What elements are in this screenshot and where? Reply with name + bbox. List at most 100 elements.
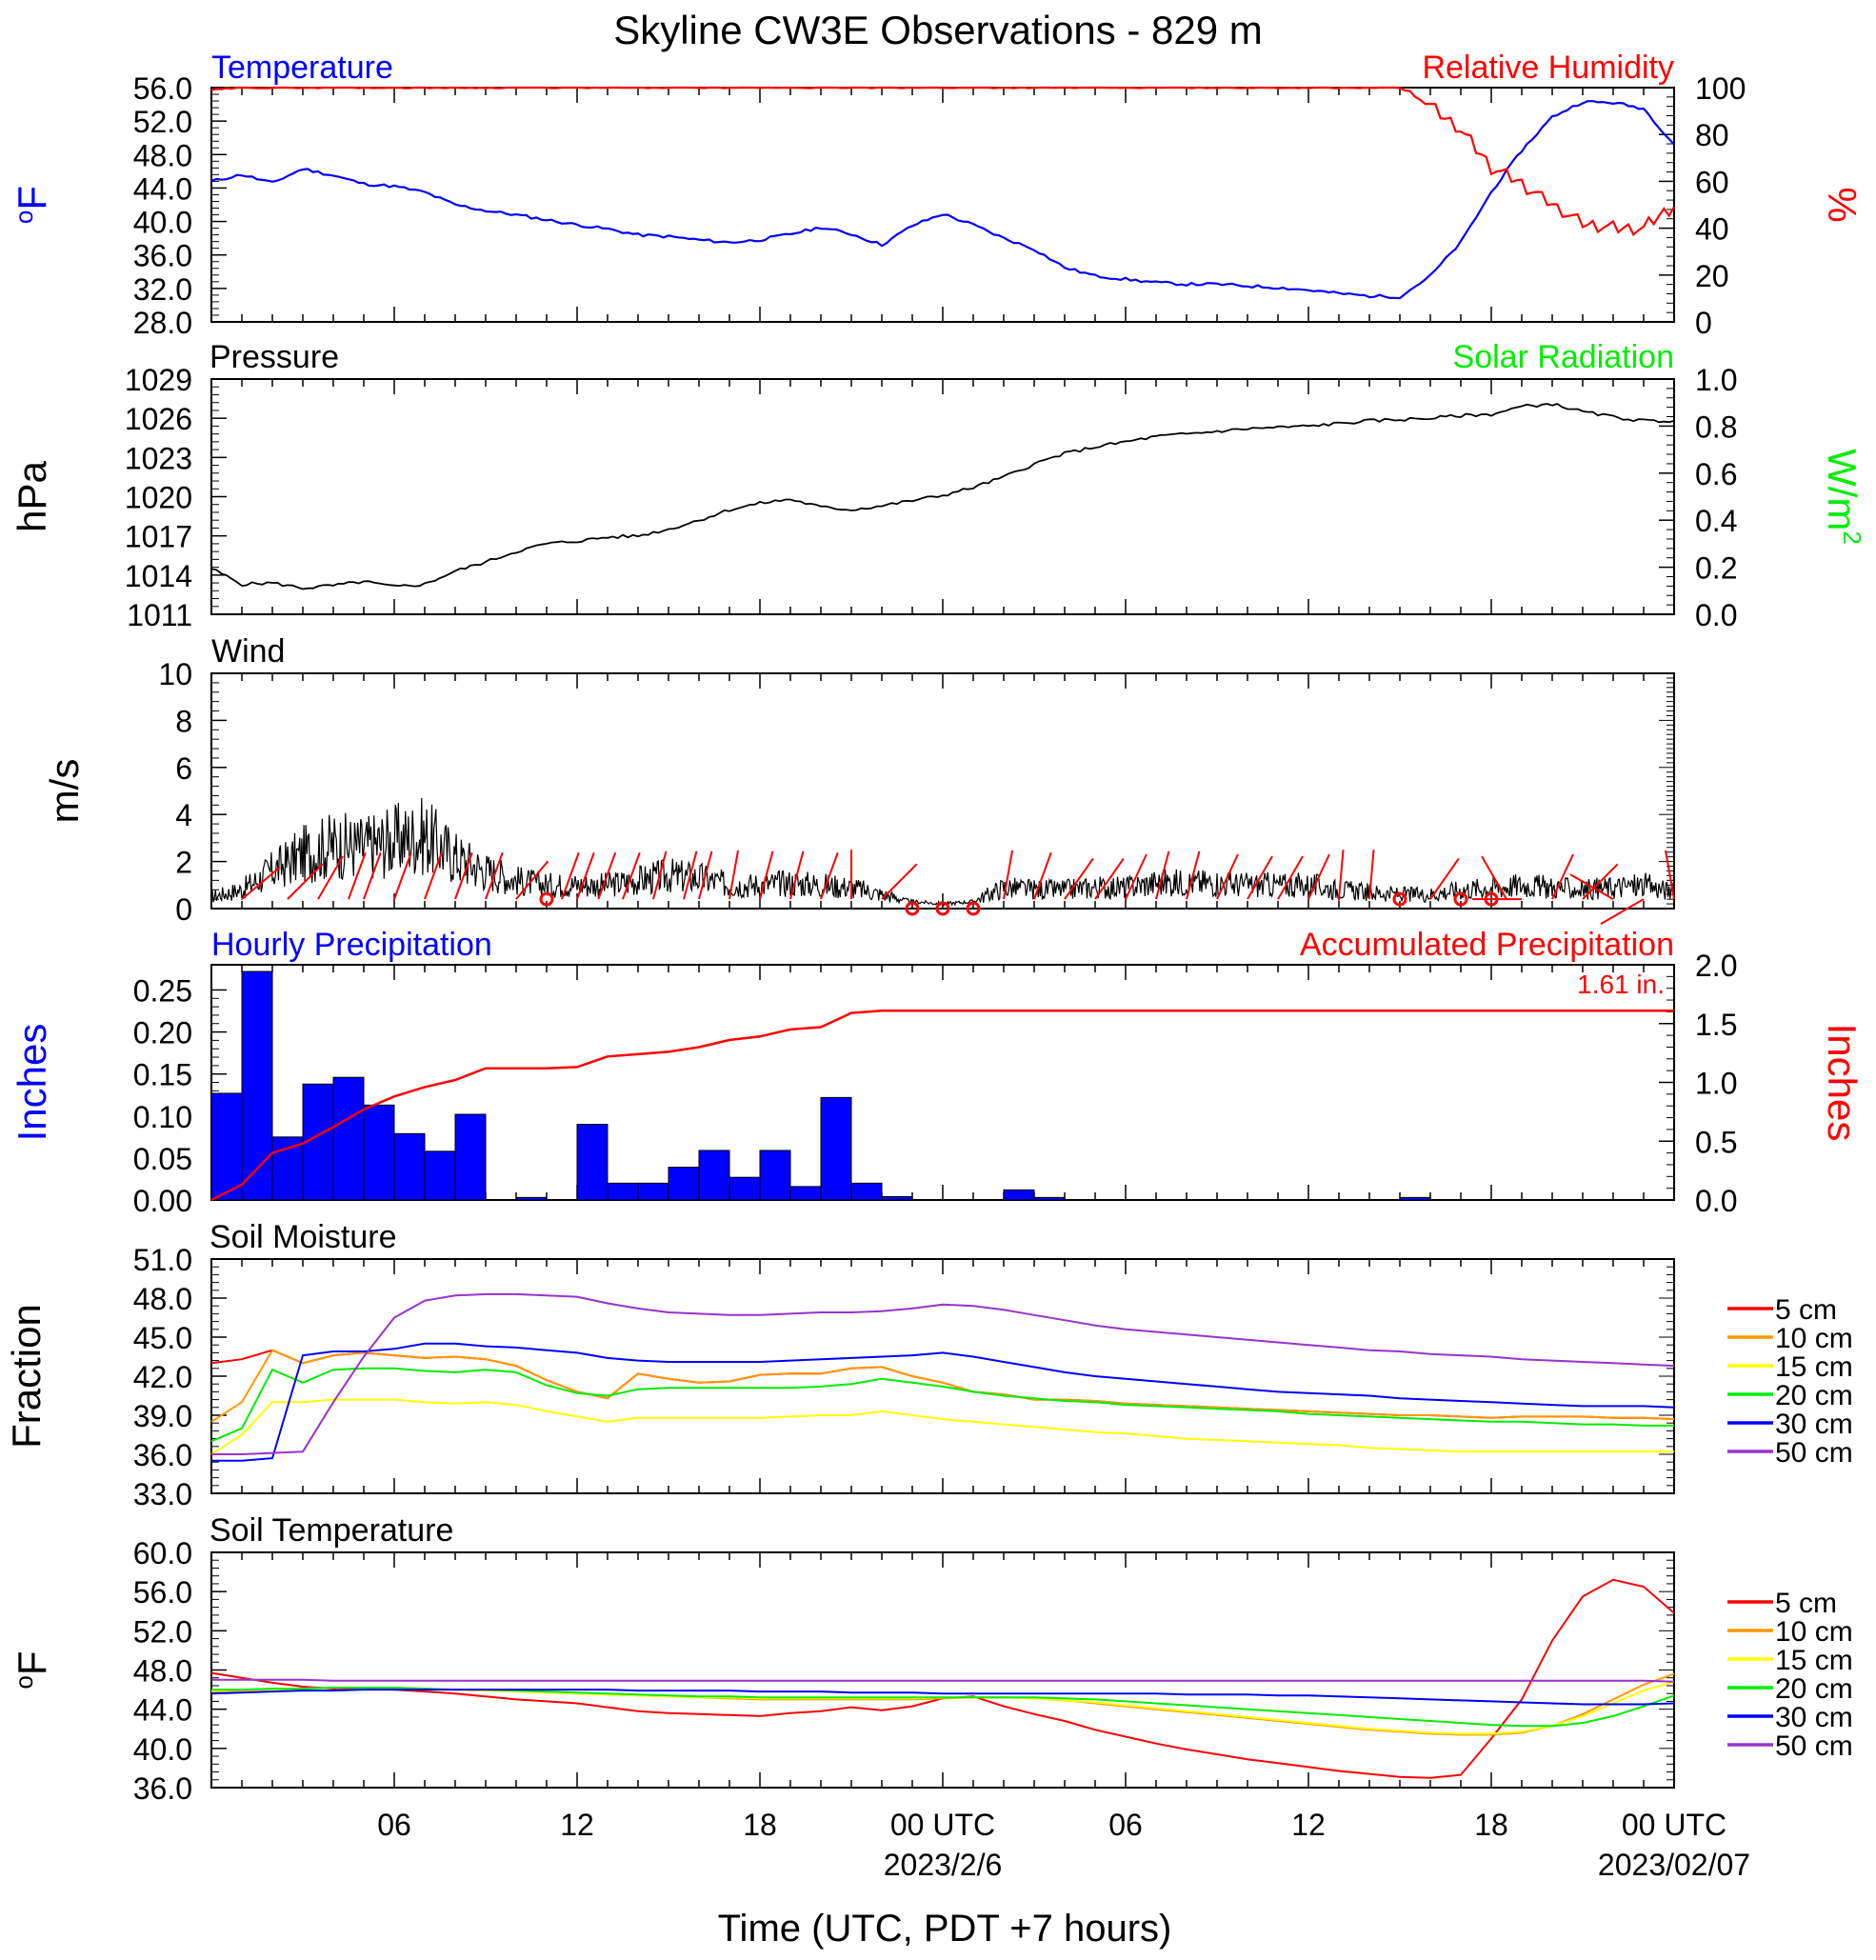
solar-y-label-group: W/m2 — [1820, 449, 1866, 545]
wind-barb — [1216, 853, 1239, 900]
wind-barb — [1429, 857, 1460, 900]
precip-bar — [698, 1150, 730, 1201]
soil-temp-y-tick-label: 40.0 — [133, 1732, 192, 1767]
wind-barb — [881, 863, 918, 900]
wind-barb — [1003, 850, 1014, 900]
accum-y-tick-label-right: 1.0 — [1695, 1067, 1737, 1101]
wind-barb — [1338, 850, 1345, 900]
wind-y-label-group: m/s — [42, 759, 87, 824]
wind-barb — [454, 851, 473, 900]
temp-y-tick-label: 32.0 — [133, 272, 192, 307]
soil-temp-line-50cm — [211, 1678, 1675, 1683]
precip-bar — [1399, 1196, 1431, 1201]
wind-calm-marker — [1453, 891, 1468, 907]
soil-moisture-plot-frame — [210, 1258, 1675, 1494]
wind-y-tick-label: 10 — [158, 657, 192, 691]
precip-y-tick-label: 0.10 — [133, 1100, 192, 1134]
precip-y-tick-label: 0.00 — [133, 1184, 192, 1218]
wind-plot-frame — [210, 672, 1675, 910]
pressure-plot-frame — [210, 378, 1675, 615]
x-tick-date-label: 2023/2/6 — [884, 1848, 1003, 1882]
soil-moisture-y-tick-label: 33.0 — [133, 1477, 192, 1511]
soil-temp-line-10cm — [210, 1672, 1675, 1736]
precip-bar — [241, 970, 273, 1201]
total-precip-label: 1.61 in. — [1577, 970, 1665, 999]
soil-temp-line-5cm — [210, 1578, 1675, 1779]
soil-moisture-line-30cm — [211, 1342, 1675, 1462]
wind-barb — [348, 851, 367, 900]
pressure-y-label: hPa — [10, 460, 54, 531]
rh-y-tick-label-right: 20 — [1695, 259, 1729, 293]
accum-y-label-group: Inches — [1820, 1024, 1865, 1142]
soil-temp-legend-label: 20 cm — [1775, 1673, 1853, 1705]
solar-y-tick-label-right: 0.8 — [1695, 410, 1737, 444]
pressure-y-tick-label: 1011 — [127, 598, 192, 632]
x-tick-label: 06 — [1108, 1808, 1143, 1842]
precip-bar — [789, 1186, 822, 1201]
solar-y-tick-label-right: 0.2 — [1695, 551, 1737, 586]
x-tick-label: 00 UTC — [1622, 1808, 1726, 1842]
wind-barb — [576, 851, 595, 900]
precip-bar — [393, 1132, 426, 1201]
pressure-y-tick-label: 1023 — [125, 441, 192, 475]
soil-moisture-line-50cm — [211, 1292, 1675, 1455]
precip-bar — [607, 1182, 639, 1201]
accum-y-tick-label-right: 2.0 — [1695, 949, 1737, 983]
rh-y-tick-label-right: 60 — [1695, 165, 1729, 199]
precip-bar — [332, 1076, 365, 1201]
wind-y-label: m/s — [42, 759, 87, 824]
wind-y-tick-label: 0 — [175, 892, 192, 927]
solar-y-tick-label-right: 0.4 — [1695, 504, 1737, 538]
soil-moisture-line-15cm — [210, 1398, 1674, 1455]
wind-barb — [1600, 898, 1645, 925]
solar-y-tick-label-right: 1.0 — [1695, 363, 1737, 397]
temp-y-tick-label: 56.0 — [133, 71, 192, 106]
wind-calm-marker — [935, 901, 950, 916]
soil-temp-y-tick-label: 56.0 — [133, 1575, 192, 1610]
precip-bar — [210, 1092, 243, 1201]
wind-barb — [1307, 853, 1330, 900]
pressure-y-tick-label: 1029 — [125, 363, 192, 397]
soil-moisture-y-tick-label: 45.0 — [133, 1321, 192, 1355]
precip-bar — [728, 1176, 761, 1201]
soil-moisture-legend-label: 10 cm — [1775, 1323, 1853, 1354]
precip-bar — [637, 1182, 669, 1201]
pressure-y-label-group: hPa — [10, 460, 54, 531]
soil-temp-y-label-group: oF — [10, 1650, 54, 1689]
pressure-y-tick-label: 1014 — [125, 559, 192, 593]
wind-barb — [561, 851, 580, 900]
soil-temp-y-tick-label: 48.0 — [133, 1654, 192, 1689]
wind-barb — [424, 851, 443, 900]
accum-y-tick-label-right: 0.0 — [1695, 1184, 1737, 1218]
soil-moisture-y-tick-label: 39.0 — [133, 1399, 192, 1433]
solar-y-tick-label-right: 0.0 — [1695, 598, 1737, 632]
precip-y-tick-label: 0.20 — [133, 1016, 192, 1050]
x-tick-label: 12 — [1291, 1808, 1326, 1842]
wind-calm-marker — [539, 891, 554, 907]
rh-y-tick-label-right: 40 — [1695, 212, 1729, 247]
temperature-y-label-group: oF — [10, 186, 54, 224]
wind-barb — [652, 850, 668, 900]
precip-bar — [515, 1196, 548, 1201]
wind-barb — [1664, 850, 1675, 900]
soil-temp-legend-label: 5 cm — [1775, 1588, 1837, 1619]
precip-bar — [1033, 1196, 1066, 1201]
soil-moisture-title: Soil Moisture — [210, 1219, 397, 1255]
precip-y-tick-label: 0.15 — [133, 1058, 192, 1092]
chart-title: Skyline CW3E Observations - 829 m — [613, 8, 1263, 52]
soil-moisture-y-tick-label: 48.0 — [133, 1282, 192, 1316]
wind-barb — [1155, 850, 1170, 900]
soil-moisture-legend-label: 30 cm — [1775, 1409, 1853, 1440]
precip-bar — [1003, 1189, 1035, 1201]
solar-y-tick-label-right: 0.6 — [1695, 457, 1737, 491]
rh-y-tick-label-right: 80 — [1695, 118, 1729, 152]
precip-bar — [820, 1096, 852, 1201]
wind-y-tick-label: 8 — [175, 704, 192, 738]
temp-y-tick-label: 40.0 — [133, 206, 192, 240]
wind-barb — [1186, 850, 1201, 900]
soil-temp-plot-frame — [210, 1551, 1675, 1789]
rh-y-tick-label-right: 0 — [1695, 306, 1712, 340]
x-tick-label: 12 — [560, 1808, 594, 1842]
soil-temp-y-tick-label: 44.0 — [133, 1693, 192, 1728]
precip-y-label: Inches — [10, 1024, 54, 1142]
